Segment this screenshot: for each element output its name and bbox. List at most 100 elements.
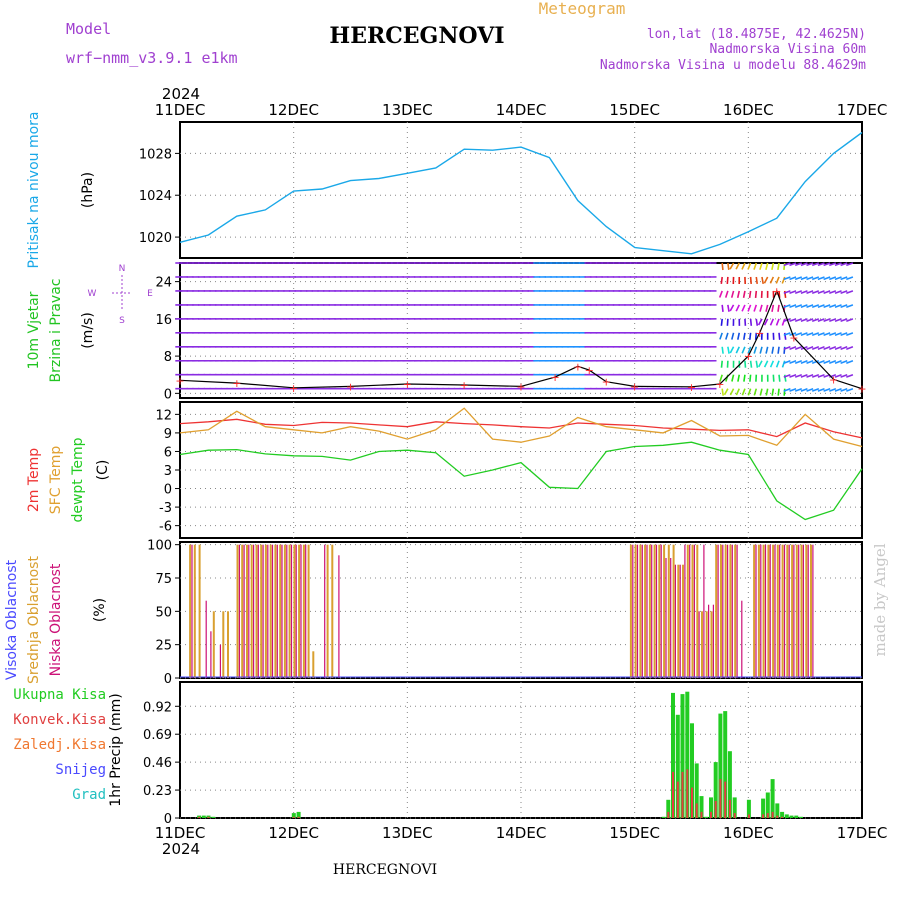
panels: 11DEC 11DEC 12DEC 12DEC 13DEC 13DEC 14DEC 14DEC… <box>4 101 887 842</box>
wind-barb <box>783 360 791 364</box>
precip-total-bar <box>770 779 775 818</box>
x-tick-label-top: 12DEC <box>268 101 319 119</box>
wind-barb <box>721 262 724 271</box>
cloud-bar <box>646 544 648 678</box>
compass-east: E <box>147 289 153 299</box>
wind-barb <box>846 262 854 267</box>
wind-barb <box>800 276 808 281</box>
cloud-bar <box>222 611 225 678</box>
cloud-bar <box>302 544 305 678</box>
cloud-bar <box>717 544 719 678</box>
wind-barb <box>783 373 791 378</box>
wind-barb <box>755 318 759 326</box>
wind-speed-point: + <box>550 371 559 384</box>
precip-total-bar <box>789 815 794 818</box>
credit-label: made by Angel <box>871 543 889 656</box>
cloud-bar <box>298 544 301 678</box>
y-tick-label: 0 <box>164 483 172 498</box>
compass-west: W <box>88 289 97 299</box>
precip-total-bar <box>713 762 718 818</box>
wind-barb <box>800 318 808 323</box>
cloud-bar <box>326 544 329 678</box>
precip-conv-bar <box>667 811 670 818</box>
precip-total-bar <box>775 803 780 818</box>
cloud-bar <box>783 544 786 678</box>
wind-barb <box>789 276 797 281</box>
wind-barb <box>806 318 814 323</box>
wind-barb <box>789 304 797 309</box>
wind-barb <box>794 360 803 364</box>
precip-total-bar <box>732 797 737 818</box>
cloud-bar <box>710 611 713 678</box>
wind-barb <box>840 318 848 323</box>
precip-total-bar <box>727 751 732 818</box>
precip-total-bar <box>694 763 699 818</box>
wind-barb <box>759 346 763 354</box>
x-tick-label-bottom: 13DEC <box>382 824 433 842</box>
wind-barb <box>823 360 831 364</box>
cloud-bar <box>793 544 795 678</box>
cloud-bar <box>760 544 762 678</box>
cloud-bar <box>791 544 794 678</box>
wind-barb <box>737 374 741 382</box>
wind-barb <box>817 360 825 364</box>
wind-barb <box>749 360 753 368</box>
cloud-bar <box>788 544 790 678</box>
x-tick-label-top: 15DEC <box>609 101 660 119</box>
cloud-bar <box>800 544 803 678</box>
cloud-bar <box>786 544 789 678</box>
wind-barb <box>840 290 848 295</box>
wind-barb <box>840 360 848 364</box>
wind-barb <box>783 387 791 392</box>
cloud-bar <box>705 611 708 678</box>
cloud-bar <box>665 558 667 678</box>
wind-barb <box>763 318 769 326</box>
wind-barb <box>846 276 854 281</box>
cloud-bar <box>682 564 684 678</box>
wind-barb <box>823 290 831 295</box>
y-tick-label: 24 <box>155 276 172 291</box>
wind-barb <box>817 304 825 309</box>
wind-barb <box>794 318 803 323</box>
cloud-bar <box>312 651 315 678</box>
precip-total-bar <box>661 816 666 818</box>
wind-barb <box>794 304 803 309</box>
dewpt-ylabel: dewpt Temp <box>70 437 86 522</box>
cloud-bar <box>651 544 653 678</box>
wind-barb <box>834 290 842 295</box>
wind-barb <box>755 276 758 285</box>
wind-barb <box>721 388 724 396</box>
wind-ylabel-2: Brzina i Pravac <box>48 279 64 383</box>
wind-barb <box>721 346 724 354</box>
cloud-bar <box>248 544 250 678</box>
elevation-label: Nadmorska Visina 60m <box>709 42 866 57</box>
wind-barb <box>811 262 820 267</box>
cloud-bar <box>260 544 263 678</box>
wind-speed-point: + <box>744 350 753 363</box>
precip-conv-bar <box>695 803 698 818</box>
year-bottom: 2024 <box>162 840 200 858</box>
wind-barb <box>771 346 775 354</box>
cloud-bar <box>708 604 710 678</box>
wind-barb <box>794 387 803 392</box>
cloud-bar <box>648 544 651 678</box>
cloud-high-ylabel: Visoka Oblacnost <box>4 559 20 680</box>
wind-barb <box>829 290 837 295</box>
cloud-bar <box>736 544 738 678</box>
wind-barb <box>783 262 791 267</box>
y-tick-label: 0.46 <box>143 756 172 771</box>
y-tick-label: 0.69 <box>143 728 172 743</box>
wind-barb <box>811 373 820 378</box>
wind-speed-point: + <box>857 383 866 396</box>
precip-conv-bar <box>686 769 689 818</box>
wind-barb <box>757 318 763 326</box>
wind-barb <box>754 332 758 340</box>
wind-barb <box>783 388 786 396</box>
wind-barb <box>840 373 848 378</box>
cloud-bar <box>632 544 634 678</box>
wind-speed-point: + <box>602 376 611 389</box>
precip-conv-bar <box>681 771 684 818</box>
cloud-bar <box>253 544 255 678</box>
y-tick-label: 0.92 <box>143 700 172 715</box>
wind-barb <box>763 360 769 368</box>
